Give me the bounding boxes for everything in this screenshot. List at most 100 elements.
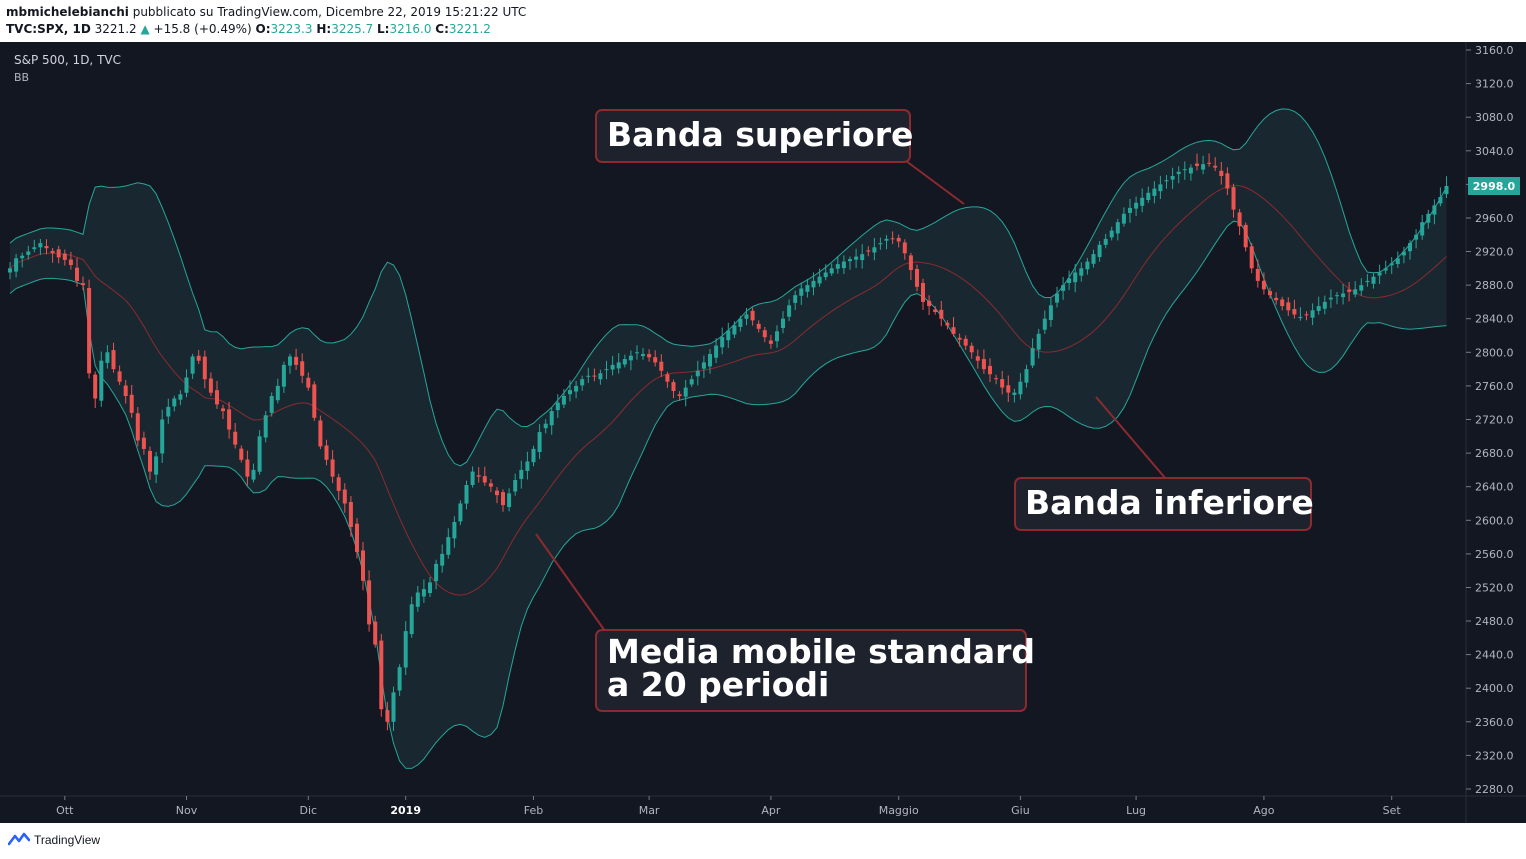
candle-body bbox=[1377, 272, 1382, 276]
candle bbox=[610, 355, 615, 376]
candle bbox=[659, 354, 664, 377]
candle bbox=[531, 445, 536, 467]
candle-body bbox=[1335, 295, 1339, 297]
candle bbox=[361, 542, 365, 591]
candle bbox=[507, 488, 512, 512]
candle bbox=[750, 307, 755, 326]
candle-body bbox=[1401, 251, 1406, 256]
candle-body bbox=[775, 331, 779, 342]
tradingview-brand[interactable]: TradingView bbox=[34, 833, 101, 847]
candle bbox=[178, 390, 183, 406]
candle-body bbox=[908, 255, 913, 270]
price-tick-label: 3120.0 bbox=[1475, 78, 1514, 91]
time-tick-label: Feb bbox=[524, 804, 543, 817]
candle bbox=[1006, 375, 1011, 402]
candle bbox=[677, 391, 682, 401]
candle bbox=[1146, 186, 1151, 203]
candle-body bbox=[208, 378, 213, 393]
candle bbox=[878, 237, 883, 250]
chart-header: mbmichelebianchi pubblicato su TradingVi… bbox=[0, 0, 1526, 42]
candle-body bbox=[732, 325, 737, 335]
candle-body bbox=[677, 394, 682, 396]
price-tick-label: 3080.0 bbox=[1475, 111, 1514, 124]
candle-body bbox=[1085, 261, 1090, 270]
price-tick-label: 2280.0 bbox=[1475, 783, 1514, 796]
candle bbox=[495, 487, 499, 504]
candle-body bbox=[1365, 280, 1370, 283]
candle-body bbox=[531, 448, 536, 463]
legend-indicator[interactable]: BB bbox=[14, 71, 29, 84]
candle-body bbox=[841, 261, 846, 269]
time-tick-label: Giu bbox=[1011, 804, 1030, 817]
candle bbox=[799, 282, 804, 305]
candle-body bbox=[178, 394, 183, 400]
price-tick-label: 2520.0 bbox=[1475, 582, 1514, 595]
author-name[interactable]: mbmichelebianchi bbox=[6, 5, 129, 19]
candle-body bbox=[1322, 301, 1327, 309]
candle bbox=[373, 615, 378, 648]
candle bbox=[787, 299, 792, 322]
candle-body bbox=[1164, 180, 1169, 182]
callout-upper-text: Banda superiore bbox=[607, 115, 913, 154]
candle bbox=[1426, 209, 1431, 229]
price-tick-label: 2880.0 bbox=[1475, 279, 1514, 292]
candle-body bbox=[458, 503, 463, 522]
candle bbox=[20, 252, 25, 268]
candle bbox=[1207, 153, 1212, 167]
candle bbox=[1408, 239, 1412, 260]
candle bbox=[872, 238, 877, 261]
candle bbox=[421, 579, 426, 603]
candle-body bbox=[635, 352, 639, 354]
candle bbox=[129, 385, 134, 418]
candle-body bbox=[415, 592, 420, 607]
candle-body bbox=[628, 355, 633, 361]
candle-body bbox=[257, 436, 262, 472]
candle-body bbox=[568, 390, 572, 395]
price-chart[interactable]: 3160.03120.03080.03040.03000.02960.02920… bbox=[0, 42, 1526, 823]
candle bbox=[1128, 199, 1132, 223]
candle-body bbox=[1432, 205, 1437, 215]
candle-body bbox=[963, 338, 968, 346]
candle-body bbox=[1347, 289, 1352, 292]
candle bbox=[933, 306, 938, 315]
candle-body bbox=[951, 327, 956, 334]
candle bbox=[446, 528, 451, 559]
candle-body bbox=[1408, 243, 1412, 252]
candle-body bbox=[854, 256, 859, 260]
candle-body bbox=[659, 361, 664, 371]
candle bbox=[1414, 229, 1419, 249]
middle-band-line bbox=[9, 184, 1447, 596]
candle bbox=[81, 276, 85, 291]
candle bbox=[1335, 292, 1339, 305]
candle-body bbox=[555, 402, 560, 411]
candle-body bbox=[1292, 309, 1297, 315]
candle-body bbox=[1426, 213, 1431, 223]
candle bbox=[908, 252, 913, 280]
price-tick-label: 2600.0 bbox=[1475, 514, 1514, 527]
candle bbox=[111, 342, 116, 373]
candle bbox=[622, 354, 627, 368]
candle-body bbox=[251, 469, 256, 480]
candle-body bbox=[1237, 212, 1242, 227]
price-tick-label: 2360.0 bbox=[1475, 716, 1514, 729]
candle-body bbox=[1341, 293, 1346, 298]
price-tick-label: 3040.0 bbox=[1475, 145, 1514, 158]
last-price: 3221.2 bbox=[94, 22, 137, 36]
candle-body bbox=[1103, 238, 1108, 245]
candle-body bbox=[1170, 176, 1175, 180]
candle bbox=[860, 244, 865, 269]
candle bbox=[1353, 281, 1358, 298]
candle bbox=[367, 570, 372, 632]
candle bbox=[215, 380, 219, 409]
candle bbox=[1121, 207, 1126, 227]
close-label: C: bbox=[435, 22, 449, 36]
time-axis[interactable]: Ott Nov Dic 2019 Feb Mar Apr Maggio Giu Lug Ago Set bbox=[56, 796, 1401, 817]
candle bbox=[981, 349, 986, 374]
candle bbox=[488, 479, 493, 493]
lower-band-line bbox=[9, 220, 1447, 769]
price-tick-label: 2640.0 bbox=[1475, 481, 1514, 494]
candle bbox=[628, 350, 633, 371]
tradingview-logo-icon[interactable] bbox=[8, 832, 30, 846]
callout-middle-band: Media mobile standard a 20 periodi bbox=[535, 533, 1035, 712]
candle bbox=[50, 248, 55, 263]
